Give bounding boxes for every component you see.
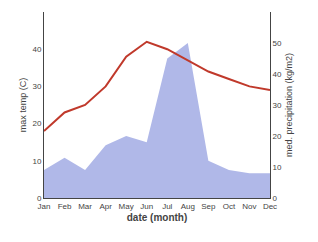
svg-text:Dec: Dec xyxy=(263,202,277,211)
svg-text:May: May xyxy=(119,202,134,211)
svg-text:0: 0 xyxy=(37,194,42,203)
svg-text:Apr: Apr xyxy=(99,202,112,211)
svg-text:max temp (C): max temp (C) xyxy=(18,78,28,133)
svg-text:50: 50 xyxy=(273,39,282,48)
svg-text:Oct: Oct xyxy=(223,202,236,211)
svg-text:40: 40 xyxy=(273,70,282,79)
svg-text:30: 30 xyxy=(32,82,41,91)
svg-text:Mar: Mar xyxy=(78,202,92,211)
svg-text:10: 10 xyxy=(32,157,41,166)
svg-text:20: 20 xyxy=(32,119,41,128)
svg-text:20: 20 xyxy=(273,132,282,141)
svg-text:40: 40 xyxy=(32,45,41,54)
svg-text:Jul: Jul xyxy=(162,202,172,211)
svg-text:10: 10 xyxy=(273,163,282,172)
svg-text:Aug: Aug xyxy=(181,202,195,211)
svg-text:Sep: Sep xyxy=(201,202,216,211)
svg-text:med. precipitation (kg/m2): med. precipitation (kg/m2) xyxy=(284,53,294,157)
svg-text:Nov: Nov xyxy=(242,202,256,211)
svg-text:date (month): date (month) xyxy=(127,212,188,223)
svg-text:Jan: Jan xyxy=(38,202,51,211)
svg-text:0: 0 xyxy=(273,194,278,203)
svg-text:Jun: Jun xyxy=(140,202,153,211)
svg-text:Feb: Feb xyxy=(58,202,72,211)
svg-text:30: 30 xyxy=(273,101,282,110)
